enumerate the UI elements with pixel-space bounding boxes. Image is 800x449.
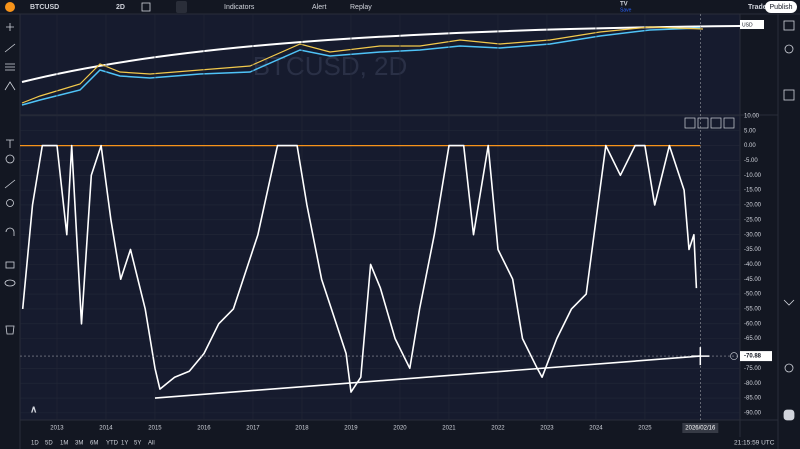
x-tick-label: 2018 bbox=[295, 426, 309, 432]
y-tick-label: -90.00 bbox=[744, 410, 762, 416]
price-line bbox=[21, 26, 704, 104]
cursor bbox=[691, 347, 710, 366]
oscillator-line bbox=[21, 144, 698, 393]
date-label: 2026/02/16 bbox=[685, 426, 716, 432]
text-tool[interactable] bbox=[6, 139, 14, 148]
price-envelope bbox=[21, 25, 741, 83]
range-button[interactable]: 5D bbox=[45, 441, 53, 447]
date-label-bg bbox=[682, 423, 719, 433]
chart-type-icon[interactable] bbox=[176, 1, 187, 13]
save-button[interactable]: Save bbox=[620, 7, 632, 13]
y-tick-label: -50.00 bbox=[744, 292, 762, 298]
y-tick-label: -80.00 bbox=[744, 381, 762, 387]
y-tick-label: -10.00 bbox=[744, 173, 762, 179]
y-tick-label: -40.00 bbox=[744, 262, 762, 268]
range-button[interactable]: 1M bbox=[60, 441, 68, 447]
trend-tool[interactable] bbox=[4, 43, 16, 53]
y-tick-label: -30.00 bbox=[744, 232, 762, 238]
add-button bbox=[730, 352, 738, 360]
eye-tool[interactable] bbox=[4, 279, 16, 287]
usd-label-bg bbox=[740, 20, 764, 29]
avatar[interactable] bbox=[5, 2, 15, 12]
x-tick-label: 2019 bbox=[344, 426, 358, 432]
pane-controls bbox=[684, 117, 735, 129]
y-tick-label: -75.00 bbox=[744, 366, 762, 372]
y-tick-label: -85.00 bbox=[744, 396, 762, 402]
trade-button[interactable]: Trade bbox=[748, 4, 767, 11]
y-tick-label: 0.00 bbox=[744, 143, 756, 149]
publish-bg[interactable] bbox=[765, 1, 797, 13]
tv-layout[interactable]: TV bbox=[620, 2, 628, 8]
range-button[interactable]: 3M bbox=[75, 441, 83, 447]
x-tick-label: 2020 bbox=[393, 426, 407, 432]
news[interactable] bbox=[783, 89, 795, 101]
right-sidebar bbox=[783, 20, 795, 421]
x-tick-label: 2024 bbox=[589, 426, 603, 432]
x-tick-label: 2017 bbox=[246, 426, 260, 432]
alerts[interactable] bbox=[784, 44, 794, 54]
value-label-bg bbox=[740, 351, 772, 362]
chart-area bbox=[20, 14, 740, 420]
x-tick-label: 2015 bbox=[148, 426, 162, 432]
x-tick-label: 2014 bbox=[99, 426, 113, 432]
trash-tool[interactable] bbox=[5, 325, 15, 335]
emoji-tool[interactable] bbox=[5, 154, 15, 164]
y-tick-label: -65.00 bbox=[744, 336, 762, 342]
y-tick-label: -25.00 bbox=[744, 217, 762, 223]
y-tick-label: -15.00 bbox=[744, 188, 762, 194]
apps[interactable] bbox=[783, 409, 795, 421]
magnet-tool[interactable] bbox=[5, 227, 15, 236]
left-tools bbox=[4, 23, 16, 335]
pane-up[interactable] bbox=[684, 117, 696, 129]
price-ma bbox=[21, 27, 701, 106]
zoom-tool[interactable] bbox=[6, 199, 14, 207]
lock-tool[interactable] bbox=[5, 261, 15, 269]
y-tick-label: -35.00 bbox=[744, 247, 762, 253]
tv-logo: ∧ bbox=[30, 405, 37, 416]
range-button[interactable]: All bbox=[148, 441, 155, 447]
y-tick-label: -5.00 bbox=[744, 158, 758, 164]
ruler-tool[interactable] bbox=[4, 179, 16, 189]
range-button[interactable]: YTD bbox=[106, 441, 119, 447]
publish-button[interactable]: Publish bbox=[770, 4, 793, 11]
x-tick-label: 2013 bbox=[50, 426, 64, 432]
chat[interactable] bbox=[784, 363, 794, 373]
trendline bbox=[154, 355, 701, 399]
range-button[interactable]: 1D bbox=[31, 441, 39, 447]
y-tick-label: -20.00 bbox=[744, 203, 762, 209]
range-button[interactable]: 1Y bbox=[121, 441, 128, 447]
indicators-button[interactable]: Indicators bbox=[224, 4, 255, 11]
interval[interactable]: 2D bbox=[116, 4, 125, 11]
indicator-pane: 10.00 5.00 0.00 -5.00 -10.00 -15.00 -20.00 -25.… bbox=[20, 14, 772, 433]
x-tick-label: 2021 bbox=[442, 426, 456, 432]
x-tick-label: 2023 bbox=[540, 426, 554, 432]
pane-maximize[interactable] bbox=[723, 117, 735, 129]
clock: 21:15:59 UTC bbox=[734, 440, 775, 447]
range-button[interactable]: 5Y bbox=[134, 441, 141, 447]
x-tick-label: 2025 bbox=[638, 426, 652, 432]
candles-icon[interactable] bbox=[141, 2, 151, 12]
watchlist[interactable] bbox=[783, 20, 795, 31]
x-tick-label: 2016 bbox=[197, 426, 211, 432]
replay-button[interactable]: Replay bbox=[350, 4, 372, 11]
alert-button[interactable]: Alert bbox=[312, 4, 326, 11]
fib-tool[interactable] bbox=[5, 63, 15, 71]
currency-label: USD bbox=[742, 22, 753, 28]
range-button[interactable]: 6M bbox=[90, 441, 98, 447]
x-tick-label: 2022 bbox=[491, 426, 505, 432]
y-tick-label: 10.00 bbox=[744, 113, 760, 119]
pattern-tool[interactable] bbox=[4, 81, 16, 91]
symbol[interactable]: BTCUSD bbox=[30, 4, 59, 11]
pane-delete[interactable] bbox=[697, 117, 709, 129]
pane-collapse[interactable] bbox=[710, 117, 722, 129]
calendar[interactable] bbox=[783, 299, 795, 306]
y-tick-label: -60.00 bbox=[744, 321, 762, 327]
value-label: -70.88 bbox=[744, 354, 762, 360]
y-tick-label: -45.00 bbox=[744, 277, 762, 283]
crosshair-tool[interactable] bbox=[6, 23, 14, 31]
y-tick-label: -55.00 bbox=[744, 307, 762, 313]
y-tick-label: 5.00 bbox=[744, 128, 756, 134]
